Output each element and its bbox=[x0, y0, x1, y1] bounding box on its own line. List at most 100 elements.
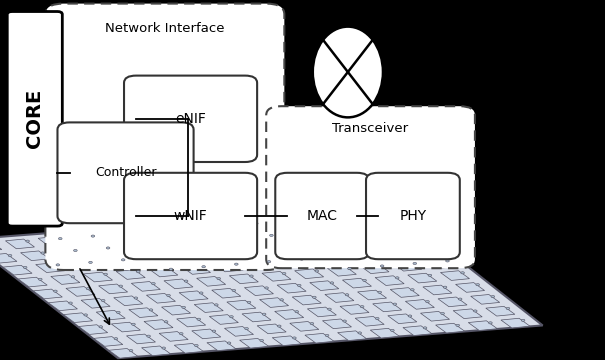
Polygon shape bbox=[242, 312, 271, 322]
Circle shape bbox=[172, 242, 175, 244]
Circle shape bbox=[411, 289, 414, 291]
Polygon shape bbox=[456, 283, 485, 292]
Circle shape bbox=[200, 292, 203, 294]
Circle shape bbox=[358, 332, 362, 334]
Circle shape bbox=[300, 258, 304, 260]
FancyBboxPatch shape bbox=[57, 122, 194, 223]
Circle shape bbox=[165, 321, 168, 323]
Polygon shape bbox=[64, 313, 93, 323]
Circle shape bbox=[302, 232, 306, 234]
Circle shape bbox=[401, 224, 404, 226]
Circle shape bbox=[89, 261, 93, 264]
Circle shape bbox=[293, 337, 296, 339]
Polygon shape bbox=[68, 260, 97, 270]
Polygon shape bbox=[425, 259, 454, 269]
Polygon shape bbox=[307, 307, 336, 317]
Polygon shape bbox=[340, 305, 369, 314]
Polygon shape bbox=[86, 246, 115, 256]
Polygon shape bbox=[262, 271, 291, 281]
Polygon shape bbox=[436, 323, 465, 333]
Polygon shape bbox=[0, 242, 2, 251]
Polygon shape bbox=[162, 305, 191, 315]
Circle shape bbox=[129, 350, 133, 352]
Circle shape bbox=[154, 256, 158, 258]
Polygon shape bbox=[315, 228, 344, 238]
Polygon shape bbox=[297, 243, 326, 252]
Circle shape bbox=[368, 227, 371, 229]
Polygon shape bbox=[151, 241, 180, 251]
Polygon shape bbox=[267, 219, 296, 229]
Circle shape bbox=[235, 263, 238, 265]
Polygon shape bbox=[142, 346, 171, 356]
Polygon shape bbox=[438, 297, 467, 307]
Polygon shape bbox=[375, 276, 404, 285]
Circle shape bbox=[71, 276, 75, 278]
Polygon shape bbox=[468, 321, 497, 330]
Polygon shape bbox=[310, 281, 339, 291]
Circle shape bbox=[152, 283, 155, 285]
Polygon shape bbox=[209, 315, 238, 324]
Circle shape bbox=[39, 278, 42, 280]
Polygon shape bbox=[299, 216, 329, 226]
Circle shape bbox=[237, 237, 241, 239]
Polygon shape bbox=[182, 265, 211, 274]
Polygon shape bbox=[177, 317, 206, 327]
Circle shape bbox=[413, 262, 417, 265]
Text: MAC: MAC bbox=[307, 209, 338, 223]
Polygon shape bbox=[260, 298, 289, 307]
Circle shape bbox=[416, 236, 419, 238]
Circle shape bbox=[212, 330, 216, 332]
Circle shape bbox=[245, 328, 249, 330]
Polygon shape bbox=[380, 223, 409, 233]
Polygon shape bbox=[134, 255, 163, 265]
Circle shape bbox=[197, 318, 201, 320]
Circle shape bbox=[383, 239, 387, 241]
Circle shape bbox=[313, 296, 316, 298]
Polygon shape bbox=[129, 308, 158, 318]
Polygon shape bbox=[114, 296, 143, 306]
Polygon shape bbox=[79, 325, 108, 334]
Polygon shape bbox=[249, 233, 278, 243]
Polygon shape bbox=[131, 282, 160, 291]
FancyBboxPatch shape bbox=[366, 173, 460, 259]
Circle shape bbox=[99, 326, 103, 328]
Circle shape bbox=[522, 319, 525, 321]
Circle shape bbox=[335, 229, 339, 231]
Polygon shape bbox=[305, 333, 334, 343]
Polygon shape bbox=[212, 288, 241, 298]
Circle shape bbox=[157, 230, 160, 232]
Polygon shape bbox=[101, 258, 130, 267]
Polygon shape bbox=[264, 245, 293, 255]
Polygon shape bbox=[232, 248, 261, 257]
Polygon shape bbox=[197, 276, 226, 286]
Polygon shape bbox=[201, 224, 231, 234]
Circle shape bbox=[361, 306, 364, 308]
Polygon shape bbox=[373, 302, 402, 312]
Circle shape bbox=[24, 266, 27, 269]
Circle shape bbox=[350, 241, 354, 243]
Polygon shape bbox=[358, 290, 387, 300]
Circle shape bbox=[365, 253, 369, 255]
Circle shape bbox=[426, 301, 430, 303]
Circle shape bbox=[431, 248, 434, 250]
Circle shape bbox=[333, 256, 336, 258]
Circle shape bbox=[134, 297, 138, 299]
Circle shape bbox=[147, 335, 151, 337]
Polygon shape bbox=[174, 343, 203, 353]
Circle shape bbox=[443, 286, 447, 288]
Circle shape bbox=[391, 329, 394, 332]
Circle shape bbox=[280, 299, 284, 301]
Circle shape bbox=[182, 306, 186, 309]
Circle shape bbox=[217, 278, 221, 280]
Circle shape bbox=[318, 244, 321, 246]
Circle shape bbox=[227, 342, 231, 344]
Circle shape bbox=[87, 288, 90, 290]
Polygon shape bbox=[83, 272, 113, 282]
Polygon shape bbox=[342, 278, 371, 288]
Polygon shape bbox=[247, 260, 276, 269]
Polygon shape bbox=[257, 324, 286, 334]
Circle shape bbox=[456, 324, 460, 327]
Polygon shape bbox=[240, 338, 269, 348]
FancyBboxPatch shape bbox=[275, 173, 369, 259]
Polygon shape bbox=[244, 286, 273, 296]
